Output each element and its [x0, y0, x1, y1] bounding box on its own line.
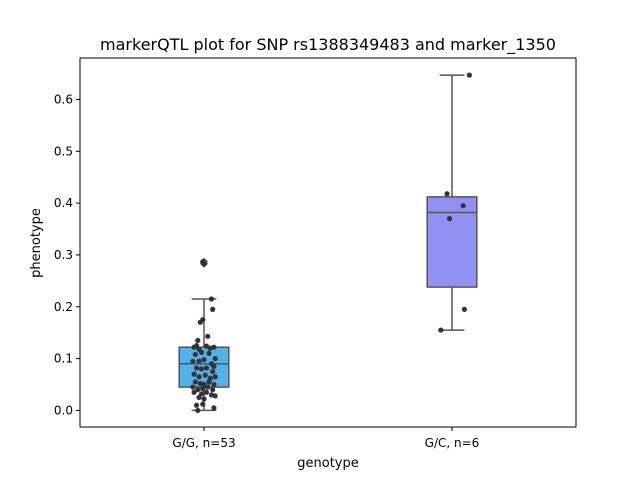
box-iqr — [426, 196, 478, 288]
data-point — [206, 379, 212, 385]
data-point — [191, 389, 197, 395]
data-point — [191, 371, 197, 377]
data-point — [193, 343, 200, 349]
data-point — [200, 386, 206, 392]
y-tick-label: 0.5 — [54, 144, 73, 158]
y-axis-label: phenotype — [29, 208, 44, 278]
data-point — [200, 317, 206, 323]
data-point — [201, 381, 207, 388]
data-point — [205, 333, 211, 339]
data-point — [212, 393, 218, 399]
data-point — [211, 381, 217, 388]
data-point — [444, 191, 450, 197]
data-point — [196, 394, 202, 401]
data-point — [461, 306, 467, 312]
data-point — [446, 216, 453, 222]
y-tick-label: 0.3 — [54, 248, 73, 262]
data-point — [206, 350, 212, 357]
plot-area — [178, 72, 478, 414]
data-point — [210, 368, 216, 375]
data-point — [203, 389, 210, 395]
data-point — [190, 384, 196, 390]
data-point — [192, 379, 198, 385]
data-point — [198, 366, 205, 372]
data-point — [202, 372, 208, 378]
y-tick-label: 0.4 — [54, 196, 73, 210]
data-point — [198, 391, 205, 397]
data-point — [195, 387, 201, 393]
data-point — [211, 344, 217, 350]
data-point — [193, 402, 200, 408]
data-point — [438, 327, 444, 333]
data-point — [201, 357, 207, 363]
plot-frame — [79, 57, 577, 428]
data-point — [198, 349, 205, 355]
y-axis: 0.0 0.1 0.2 0.3 0.4 0.5 0.6 — [54, 92, 80, 417]
data-point — [208, 296, 215, 302]
data-point — [211, 405, 217, 411]
data-point — [192, 351, 198, 358]
data-point — [212, 355, 218, 362]
box-group — [178, 257, 230, 414]
data-point — [195, 407, 201, 414]
data-point — [210, 387, 216, 393]
data-point — [212, 374, 218, 380]
data-point — [200, 401, 206, 407]
x-axis: G/G, n=53 G/C, n=6 — [172, 427, 479, 450]
data-point — [205, 384, 211, 390]
data-point — [203, 365, 210, 371]
data-point — [196, 358, 202, 364]
data-point — [190, 358, 196, 364]
data-point — [200, 259, 206, 265]
y-tick-label: 0.0 — [54, 403, 73, 417]
data-point — [466, 72, 472, 78]
y-tick-label: 0.1 — [54, 352, 73, 366]
y-tick-label: 0.6 — [54, 92, 73, 106]
data-point — [211, 363, 217, 369]
data-point — [193, 365, 200, 371]
data-point — [195, 337, 201, 344]
box-group — [426, 72, 478, 333]
data-point — [196, 374, 202, 380]
data-point — [201, 396, 207, 402]
data-point — [210, 306, 216, 312]
x-axis-label: genotype — [297, 456, 358, 471]
x-tick-label: G/G, n=53 — [172, 436, 235, 450]
x-tick-label: G/C, n=6 — [425, 436, 480, 450]
chart-title: markerQTL plot for SNP rs1388349483 and … — [100, 35, 556, 55]
data-point — [460, 203, 466, 209]
y-tick-label: 0.2 — [54, 300, 73, 314]
